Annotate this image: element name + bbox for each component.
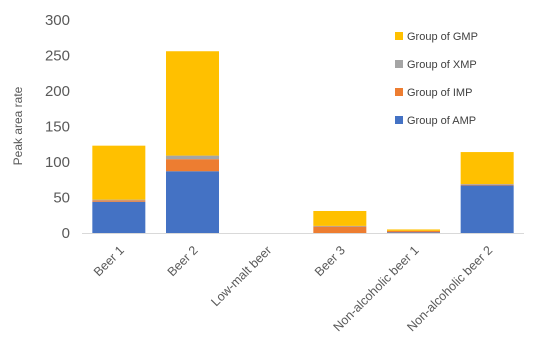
legend-swatch xyxy=(395,116,403,124)
y-tick-label: 0 xyxy=(62,225,70,242)
y-axis: 0 50 100 150 200 250 300 xyxy=(45,12,524,242)
x-tick-label: Low-malt beer xyxy=(208,243,274,309)
bar-segment xyxy=(313,226,367,233)
bar-segment xyxy=(92,200,146,202)
bar-segment xyxy=(387,232,440,233)
x-tick-label: Beer 2 xyxy=(165,243,201,279)
bar-segment xyxy=(387,230,440,233)
bar-segment xyxy=(460,185,514,233)
bar-segment xyxy=(460,184,514,186)
bar-segment xyxy=(92,145,146,200)
legend-label: Group of AMP xyxy=(407,115,476,127)
bar-segment xyxy=(92,199,146,201)
bar-segment xyxy=(92,201,146,233)
legend-swatch xyxy=(395,88,403,96)
y-tick-label: 100 xyxy=(45,154,70,171)
bar-segment xyxy=(460,184,514,185)
y-axis-label: Peak area rate xyxy=(11,86,25,165)
legend: Group of GMP Group of XMP Group of IMP Grou… xyxy=(395,31,478,127)
x-tick-label: Non-alcoholic beer 2 xyxy=(404,243,495,334)
bar-segment xyxy=(313,225,367,227)
x-tick-label: Beer 1 xyxy=(91,243,127,279)
y-tick-label: 50 xyxy=(53,190,70,207)
bars xyxy=(92,51,514,233)
bar-segment xyxy=(166,51,219,156)
legend-label: Group of GMP xyxy=(407,31,478,43)
x-axis: Beer 1 Beer 2 Low-malt beer Beer 3 Non-alcoh… xyxy=(91,243,495,334)
y-tick-label: 200 xyxy=(45,83,70,100)
y-tick-label: 150 xyxy=(45,119,70,136)
bar-segment xyxy=(313,210,367,226)
bar-segment xyxy=(166,159,219,172)
bar-segment xyxy=(166,155,219,160)
legend-label: Group of IMP xyxy=(407,87,472,99)
y-tick-label: 300 xyxy=(45,12,70,29)
bar-segment xyxy=(460,152,514,185)
bar-segment xyxy=(166,171,219,233)
legend-label: Group of XMP xyxy=(407,59,477,71)
y-tick-label: 250 xyxy=(45,48,70,65)
x-tick-label: Beer 3 xyxy=(312,243,348,279)
legend-swatch xyxy=(395,60,403,68)
legend-swatch xyxy=(395,32,403,40)
bar-segment xyxy=(387,229,440,231)
